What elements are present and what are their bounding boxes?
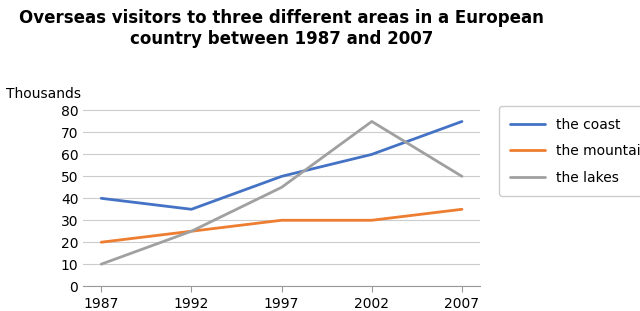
the lakes	[458, 174, 466, 178]
the lakes	[97, 262, 105, 266]
the mountains	[278, 218, 285, 222]
the lakes	[368, 120, 376, 123]
the coast	[188, 207, 195, 211]
the mountains	[368, 218, 376, 222]
Line: the mountains: the mountains	[101, 209, 462, 242]
Line: the lakes: the lakes	[101, 122, 462, 264]
the mountains	[97, 240, 105, 244]
Line: the coast: the coast	[101, 122, 462, 209]
the mountains	[458, 207, 466, 211]
the lakes	[188, 230, 195, 233]
Text: Thousands: Thousands	[6, 87, 81, 101]
the coast	[458, 120, 466, 123]
the mountains	[188, 230, 195, 233]
the lakes	[278, 185, 285, 189]
the coast	[97, 197, 105, 200]
the coast	[368, 152, 376, 156]
the coast	[278, 174, 285, 178]
Text: Overseas visitors to three different areas in a European
country between 1987 an: Overseas visitors to three different are…	[19, 9, 544, 48]
Legend: the coast, the mountains, the lakes: the coast, the mountains, the lakes	[499, 106, 640, 196]
